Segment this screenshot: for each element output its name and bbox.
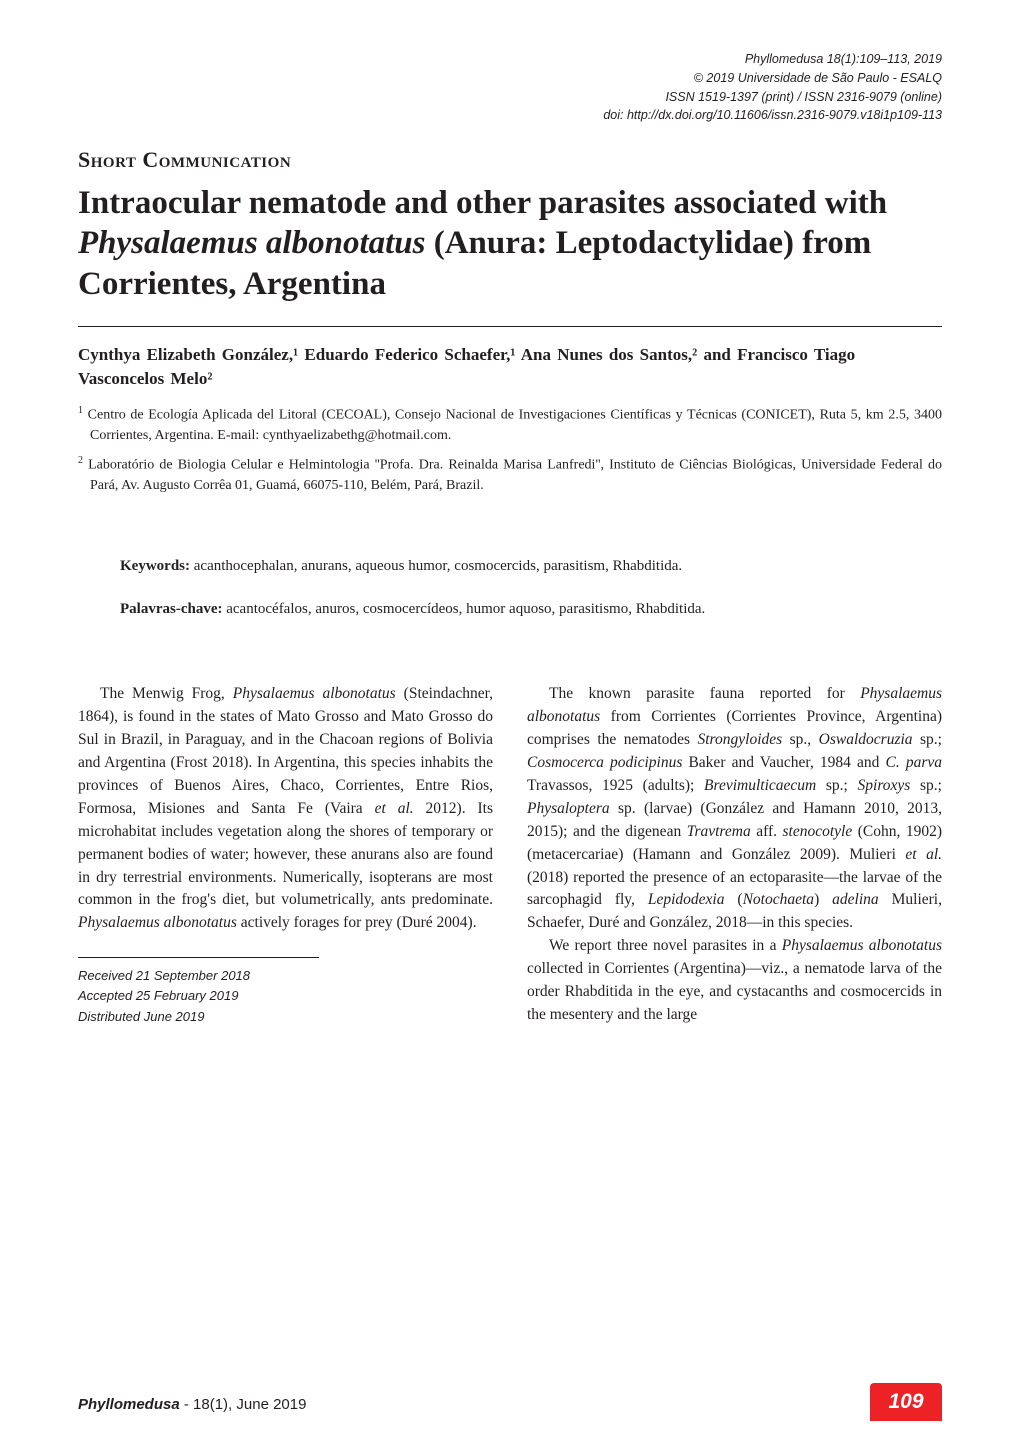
right-para-2: We report three novel parasites in a Phy… [527, 935, 942, 1027]
section-label: Short Communication [78, 147, 942, 173]
palavras-label: Palavras-chave: [120, 601, 226, 617]
page-number-tab: 109 [870, 1383, 942, 1421]
article-title: Intraocular nematode and other parasites… [78, 183, 942, 304]
page: Phyllomedusa 18(1):109–113, 2019 © 2019 … [0, 0, 1020, 1443]
footer-issue: - 18(1), June 2019 [180, 1396, 307, 1413]
running-foot: Phyllomedusa - 18(1), June 2019 [78, 1396, 306, 1413]
footer: Phyllomedusa - 18(1), June 2019 109 [78, 1375, 942, 1413]
title-taxon: Physalaemus albonotatus [78, 225, 425, 261]
doi-line: doi: http://dx.doi.org/10.11606/issn.231… [603, 108, 942, 122]
accepted-date: Accepted 25 February 2019 [78, 986, 319, 1006]
keywords: Keywords: acanthocephalan, anurans, aque… [120, 555, 900, 578]
journal-citation: 18(1):109–113, 2019 [827, 52, 942, 66]
palavras-chave: Palavras-chave: acantocéfalos, anuros, c… [120, 598, 900, 621]
right-para-1: The known parasite fauna reported for Ph… [527, 683, 942, 935]
affiliation-2: 2 Laboratório de Biologia Celular e Helm… [78, 454, 942, 496]
column-left: The Menwig Frog, Physalaemus albonotatus… [78, 683, 493, 1027]
left-para-1: The Menwig Frog, Physalaemus albonotatus… [78, 683, 493, 935]
journal-name: Phyllomedusa [745, 52, 824, 66]
affil-text-2: Laboratório de Biologia Celular e Helmin… [83, 458, 942, 493]
affil-text-1: Centro de Ecología Aplicada del Litoral … [83, 408, 942, 443]
palavras-text: acantocéfalos, anuros, cosmocercídeos, h… [226, 601, 705, 617]
author-list: Cynthya Elizabeth González,¹ Eduardo Fed… [78, 343, 942, 392]
body-columns: The Menwig Frog, Physalaemus albonotatus… [78, 683, 942, 1027]
copyright-line: © 2019 Universidade de São Paulo - ESALQ [694, 71, 942, 85]
abstract-block: Keywords: acanthocephalan, anurans, aque… [120, 555, 900, 622]
distributed-date: Distributed June 2019 [78, 1007, 319, 1027]
header-metadata: Phyllomedusa 18(1):109–113, 2019 © 2019 … [78, 50, 942, 125]
affiliation-1: 1 Centro de Ecología Aplicada del Litora… [78, 404, 942, 446]
keywords-text: acanthocephalan, anurans, aqueous humor,… [194, 558, 682, 574]
issn-line: ISSN 1519-1397 (print) / ISSN 2316-9079 … [665, 90, 942, 104]
rule-top [78, 326, 942, 327]
column-right: The known parasite fauna reported for Ph… [527, 683, 942, 1027]
footer-journal: Phyllomedusa [78, 1396, 180, 1413]
received-date: Received 21 September 2018 [78, 966, 319, 986]
title-text-pre: Intraocular nematode and other parasites… [78, 185, 887, 221]
received-block: Received 21 September 2018 Accepted 25 F… [78, 957, 319, 1026]
keywords-label: Keywords: [120, 558, 194, 574]
